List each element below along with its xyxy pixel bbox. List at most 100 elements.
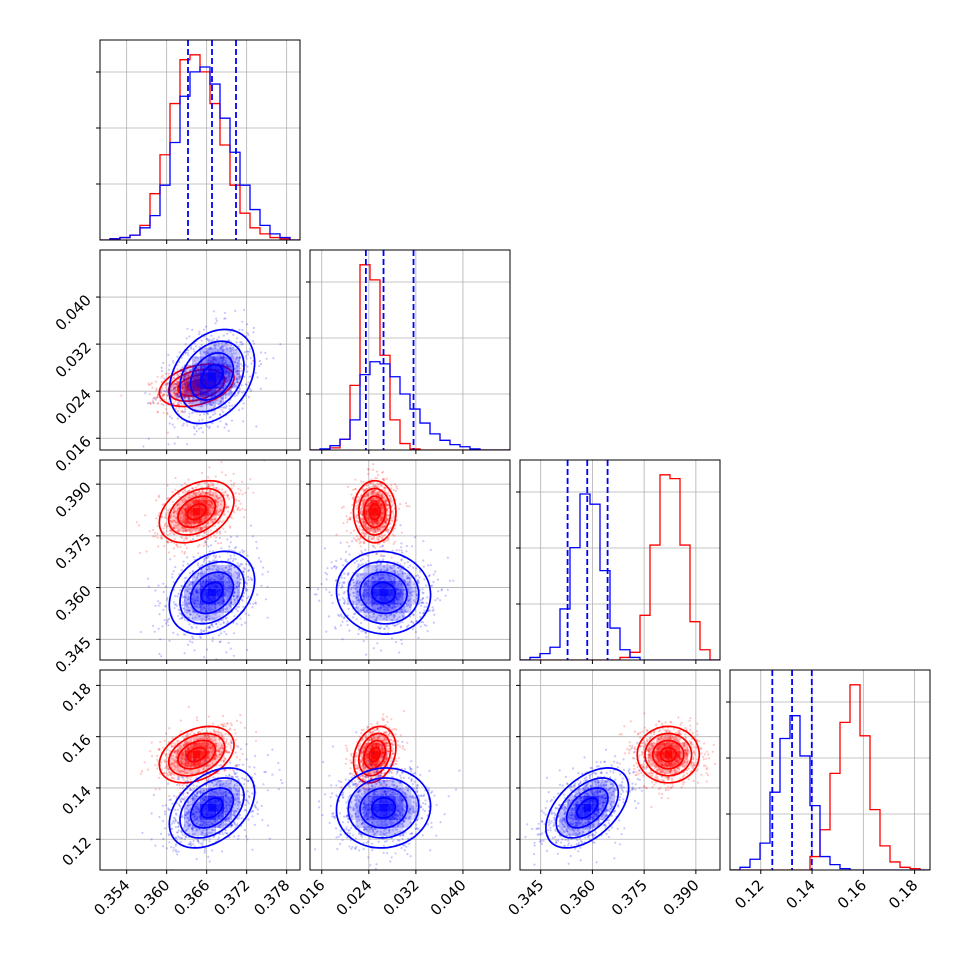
scatter-point <box>237 359 240 362</box>
scatter-point <box>238 409 241 412</box>
scatter-point <box>167 496 170 500</box>
scatter-point <box>181 510 184 514</box>
scatter-point <box>213 347 216 350</box>
scatter-point <box>241 549 244 552</box>
scatter-point <box>182 491 185 494</box>
scatter-point <box>186 562 189 566</box>
scatter-point <box>422 592 425 595</box>
scatter-point <box>220 520 223 524</box>
scatter-point <box>392 489 395 492</box>
scatter-point <box>165 512 168 515</box>
density-cell <box>184 515 193 524</box>
scatter-point <box>208 560 211 563</box>
scatter-point <box>380 502 384 505</box>
scatter-point <box>178 612 181 615</box>
scatter-point <box>188 378 191 381</box>
scatter-point <box>385 519 388 522</box>
density-cell <box>184 491 193 500</box>
density-cell <box>216 572 224 581</box>
scatter-point <box>174 524 177 528</box>
scatter-point <box>222 527 225 530</box>
scatter-point <box>234 558 237 561</box>
density-cell <box>208 507 217 516</box>
scatter-point <box>246 554 249 557</box>
scatter-point <box>247 381 250 384</box>
scatter-point <box>219 400 222 403</box>
scatter-point <box>182 607 185 610</box>
density-cell <box>224 340 232 349</box>
scatter-point <box>151 401 155 404</box>
scatter-point <box>227 559 230 562</box>
scatter-point <box>391 533 395 536</box>
scatter-point <box>198 526 202 529</box>
scatter-point <box>239 341 242 344</box>
scatter-point <box>157 494 161 497</box>
scatter-point <box>380 519 383 522</box>
scatter-point <box>173 426 176 429</box>
scatter-point <box>368 517 371 520</box>
scatter-point <box>222 348 225 351</box>
scatter-point <box>239 367 242 370</box>
density-cell <box>224 372 232 381</box>
scatter-point <box>372 647 375 650</box>
scatter-point <box>238 387 241 390</box>
scatter-point <box>379 515 383 518</box>
scatter-point <box>279 343 282 346</box>
scatter-point <box>192 637 195 640</box>
scatter-point <box>183 375 186 379</box>
scatter-point <box>374 476 377 479</box>
scatter-point <box>196 576 199 579</box>
scatter-point <box>221 488 224 491</box>
scatter-point <box>240 598 243 601</box>
scatter-point <box>376 482 379 485</box>
scatter-point <box>188 369 192 372</box>
scatter-point <box>252 326 255 330</box>
scatter-point <box>232 557 235 560</box>
scatter-point <box>382 525 386 528</box>
scatter-point <box>346 485 349 488</box>
scatter-point <box>171 384 175 387</box>
scatter-point <box>192 396 195 399</box>
scatter-point <box>192 556 195 559</box>
scatter-point <box>179 589 182 592</box>
scatter-point <box>367 505 370 508</box>
scatter-point <box>193 350 196 353</box>
scatter-point <box>411 590 414 594</box>
scatter-point <box>182 633 186 636</box>
scatter-point <box>229 557 232 560</box>
scatter-point <box>190 346 193 349</box>
scatter-point <box>242 571 245 574</box>
scatter-point <box>203 401 207 404</box>
scatter-point <box>245 588 248 591</box>
scatter-point <box>182 516 186 519</box>
scatter-point <box>236 380 239 383</box>
scatter-point <box>341 564 345 567</box>
scatter-point <box>248 350 251 353</box>
scatter-point <box>223 358 226 362</box>
scatter-point <box>381 524 384 527</box>
scatter-point <box>182 387 185 390</box>
scatter-point <box>380 493 383 496</box>
scatter-point <box>154 398 157 401</box>
scatter-point <box>218 610 221 613</box>
scatter-point <box>362 540 365 543</box>
scatter-point <box>187 380 190 383</box>
scatter-point <box>367 528 370 531</box>
scatter-point <box>226 494 229 497</box>
scatter-point <box>191 487 195 490</box>
scatter-point <box>362 520 365 524</box>
scatter-point <box>173 442 176 445</box>
scatter-point <box>363 533 366 536</box>
scatter-point <box>243 591 246 595</box>
scatter-point <box>203 559 206 562</box>
scatter-point <box>372 523 375 526</box>
scatter-point <box>360 510 363 513</box>
scatter-point <box>166 541 169 544</box>
scatter-point <box>170 389 173 392</box>
scatter-point <box>366 504 369 507</box>
scatter-point <box>375 523 378 526</box>
scatter-point <box>377 529 380 532</box>
scatter-point <box>360 507 363 510</box>
scatter-point <box>187 496 191 499</box>
scatter-point <box>167 511 170 514</box>
